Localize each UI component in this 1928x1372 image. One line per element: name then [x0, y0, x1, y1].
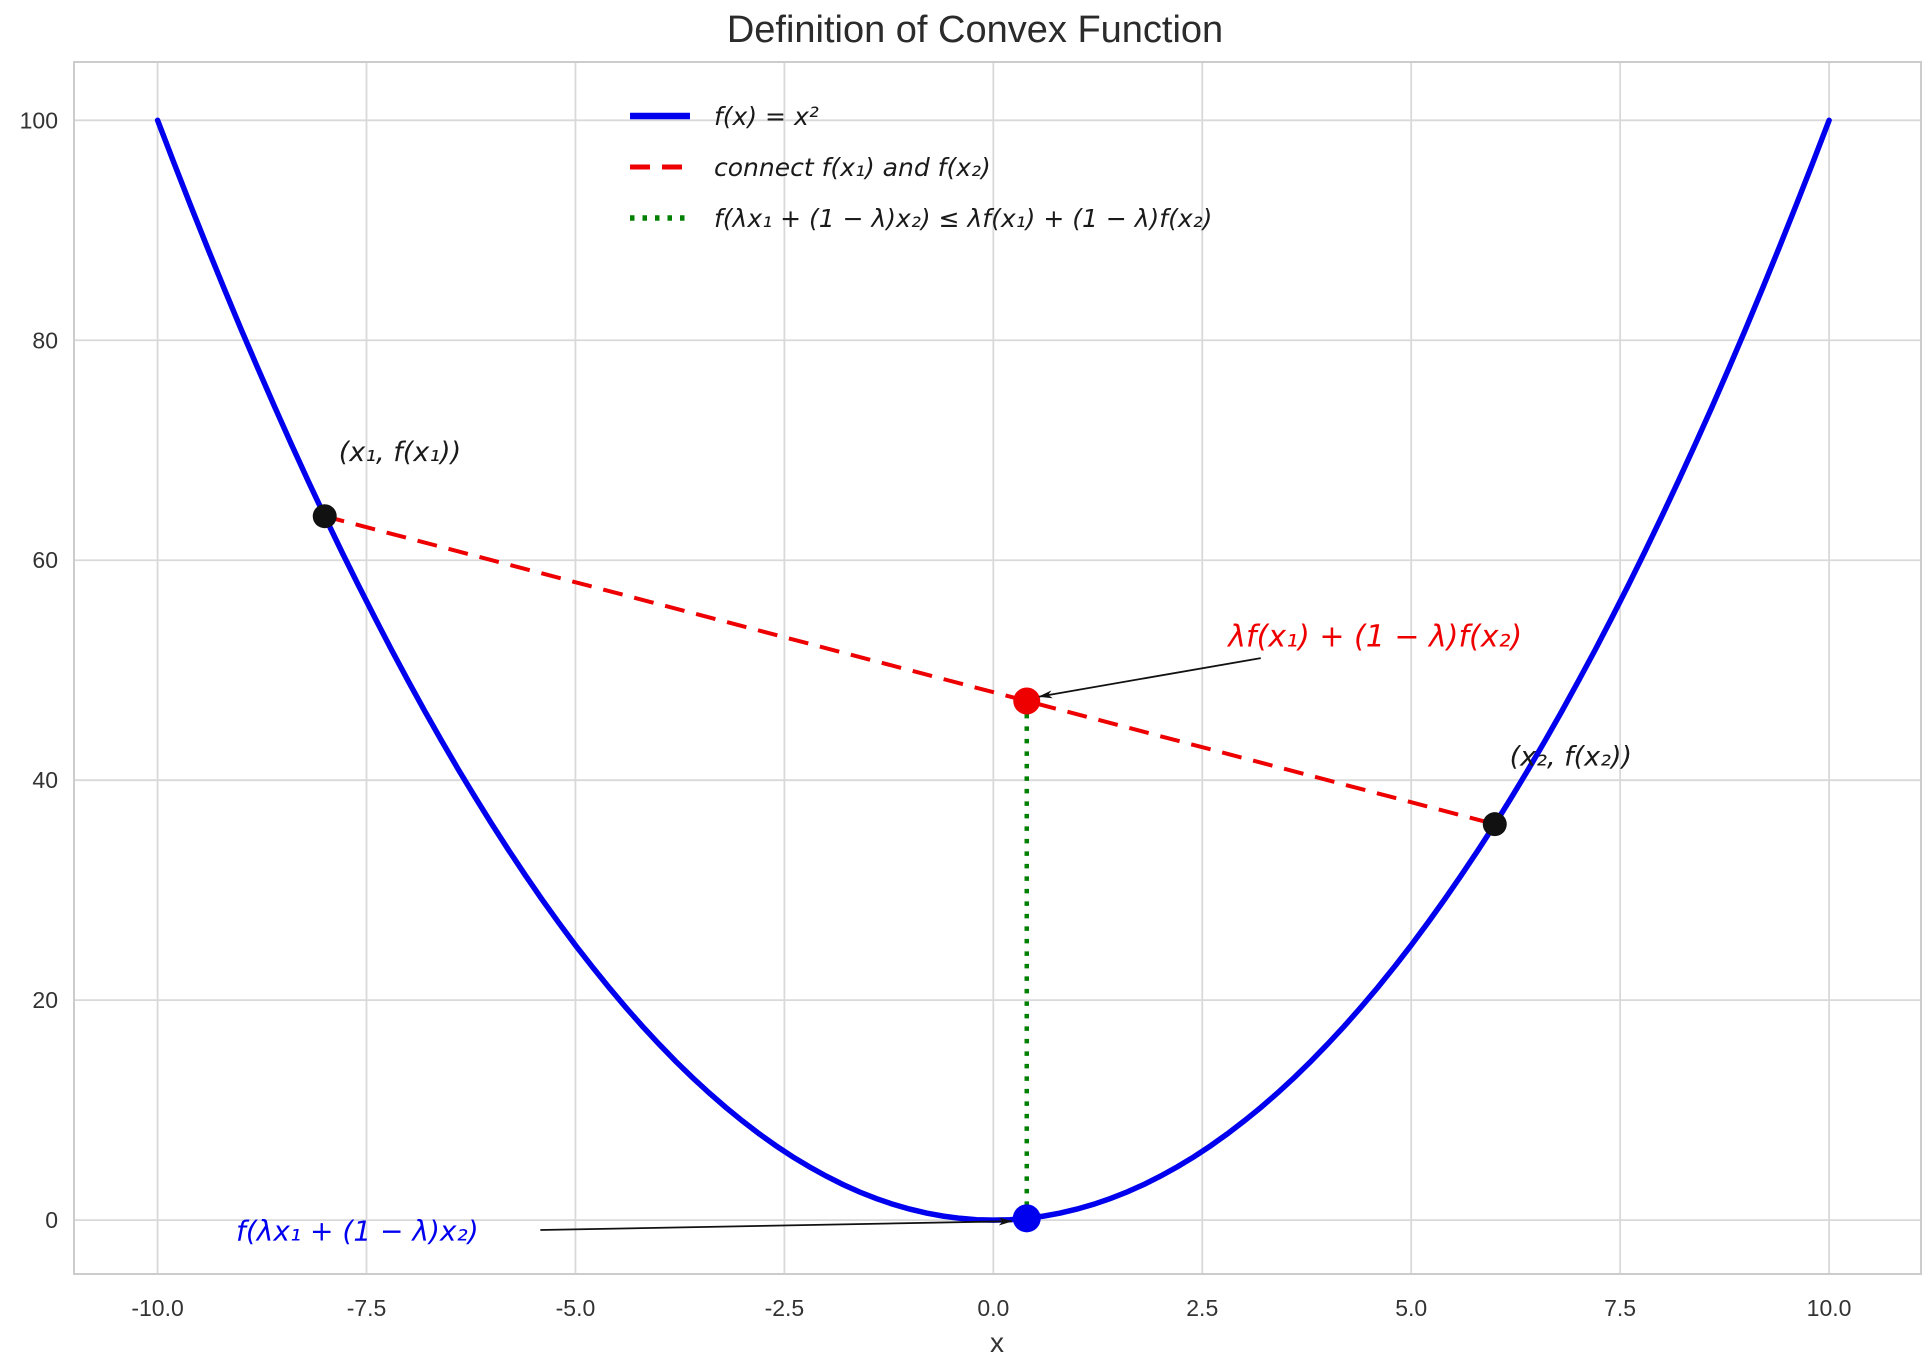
x-tick-label: -7.5	[347, 1295, 387, 1321]
grid	[74, 62, 1921, 1274]
legend-entry: connect f(x₁) and f(x₂)	[630, 153, 991, 182]
function-value-point	[1012, 1204, 1041, 1233]
chord-line	[324, 514, 1496, 827]
x2-point	[1482, 812, 1507, 837]
y-tick-label: 60	[32, 547, 58, 573]
points-layer	[312, 504, 1507, 1233]
parabola-curve	[154, 117, 1832, 1223]
x-tick-label: -5.0	[556, 1295, 596, 1321]
y-tick-label: 80	[32, 327, 58, 353]
y-tick-label: 20	[32, 987, 58, 1013]
x-tick-label: 7.5	[1604, 1295, 1636, 1321]
x2-label: (x₂, f(x₂))	[1510, 742, 1632, 773]
legend-label-parabola-curve: f(x) = x²	[714, 102, 819, 131]
x-tick-label: 5.0	[1395, 1295, 1427, 1321]
function-value-label: f(λx₁ + (1 − λ)x₂)	[236, 1215, 479, 1248]
y-tick-label: 0	[45, 1207, 58, 1233]
function-value-label-arrow	[540, 1217, 1013, 1231]
legend-entry: f(x) = x²	[630, 102, 819, 131]
x-tick-label: 10.0	[1807, 1295, 1852, 1321]
legend: f(x) = x² connect f(x₁) and f(x₂) f(λx₁ + …	[630, 102, 1212, 233]
annotations-layer: (x₁, f(x₁)) (x₂, f(x₂)) λf(x₁) + (1 − λ)f(…	[236, 437, 1632, 1248]
plot-frame	[73, 61, 1922, 1275]
series-layer	[154, 117, 1832, 1223]
legend-label-chord-line: connect f(x₁) and f(x₂)	[714, 153, 991, 182]
x1-point	[312, 504, 337, 529]
y-tick-label: 100	[20, 107, 58, 133]
chord-value-point	[1013, 687, 1041, 715]
axis-ticks: -10.0 -7.5 -5.0 -2.5 0.0 2.5 5.0 7.5 10.0 0 20 40 60…	[20, 107, 1852, 1321]
y-axis-label: f(x)	[0, 636, 3, 684]
chord-value-label: λf(x₁) + (1 − λ)f(x₂)	[1226, 620, 1522, 655]
chord-value-label-arrow	[1038, 657, 1261, 699]
x-tick-label: 2.5	[1186, 1295, 1218, 1321]
x-tick-label: 0.0	[977, 1295, 1009, 1321]
y-tick-label: 40	[32, 767, 58, 793]
x-tick-label: -10.0	[131, 1295, 183, 1321]
legend-label-gap-line: f(λx₁ + (1 − λ)x₂) ≤ λf(x₁) + (1 − λ)f(x…	[714, 204, 1212, 233]
x-axis-label: x	[990, 1327, 1004, 1358]
x1-label: (x₁, f(x₁))	[339, 437, 461, 468]
legend-entry: f(λx₁ + (1 − λ)x₂) ≤ λf(x₁) + (1 − λ)f(x…	[630, 204, 1212, 233]
chart-title: Definition of Convex Function	[727, 9, 1223, 51]
x-tick-label: -2.5	[765, 1295, 805, 1321]
